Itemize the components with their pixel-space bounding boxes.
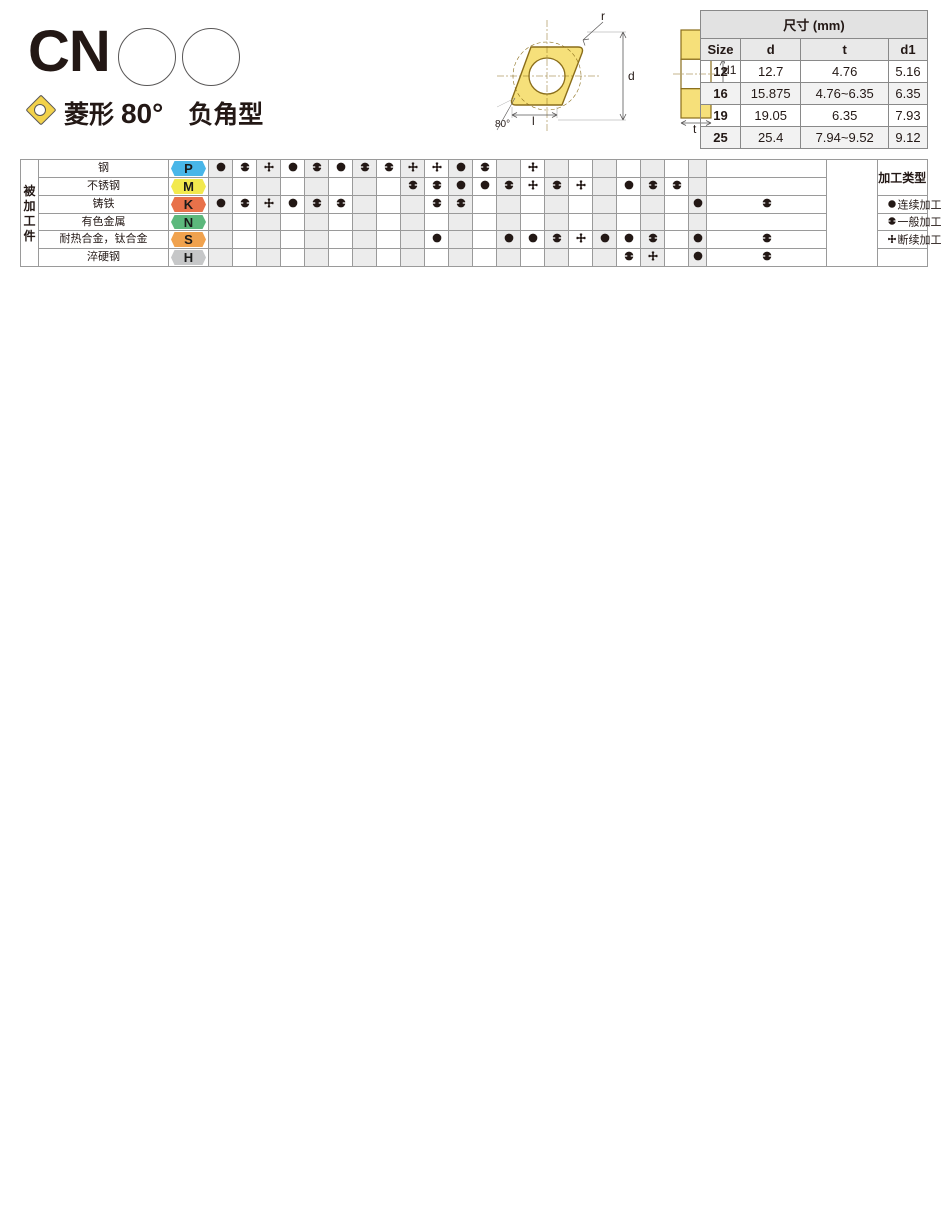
svg-text:r: r — [601, 10, 605, 23]
svg-text:d: d — [628, 69, 635, 83]
svg-text:t: t — [693, 122, 697, 136]
svg-text:l: l — [532, 114, 535, 128]
